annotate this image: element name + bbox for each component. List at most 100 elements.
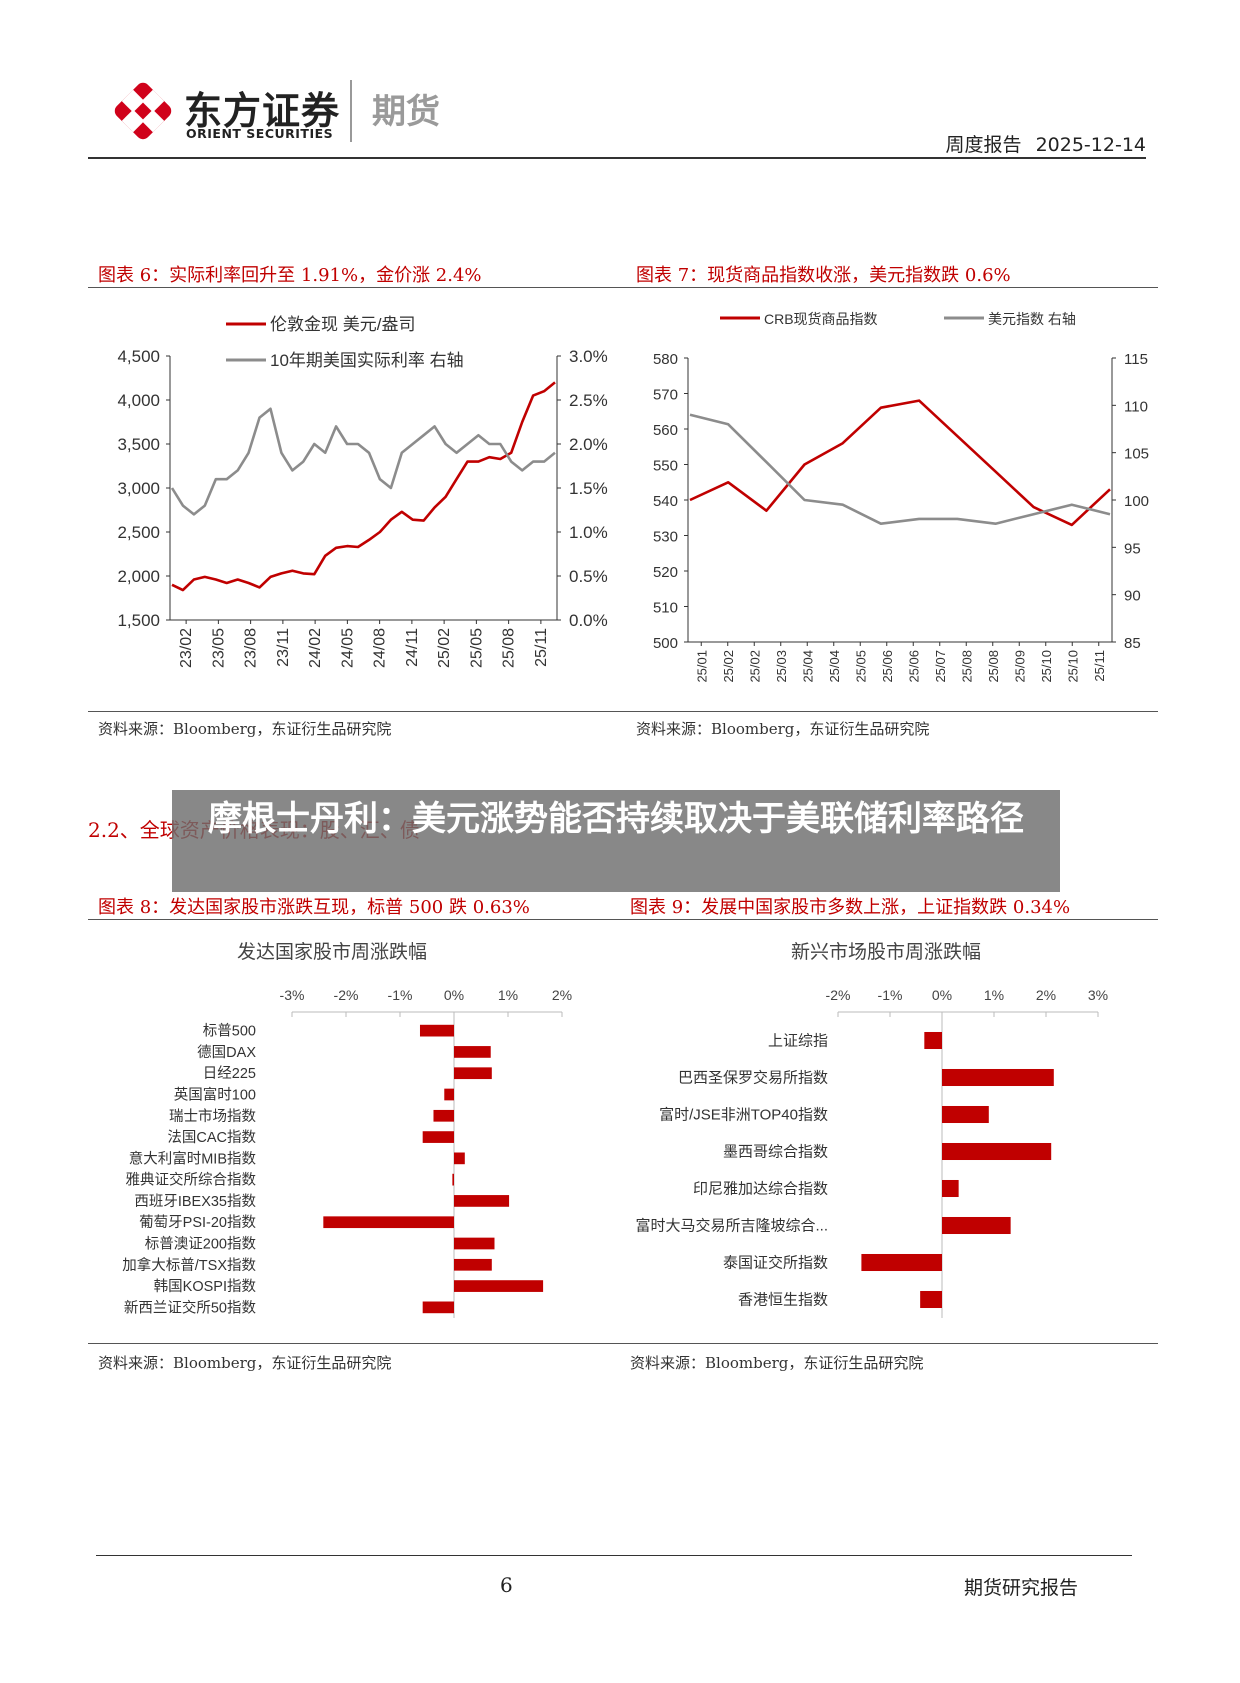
x-tick-label: 24/02 — [307, 628, 324, 668]
x-tick-label: 24/08 — [372, 628, 389, 668]
legend-label-2: 10年期美国实际利率 右轴 — [270, 351, 464, 370]
left-tick-label: 570 — [653, 387, 678, 404]
x-tick-label: -3% — [280, 987, 305, 1003]
left-tick-label: 2,000 — [117, 567, 160, 586]
fig6-title: 图表 6：实际利率回升至 1.91%，金价涨 2.4% — [98, 265, 482, 286]
series-line-2 — [170, 407, 556, 516]
x-tick-label: 25/08 — [501, 628, 518, 668]
category-label: 巴西圣保罗交易所指数 — [678, 1069, 828, 1087]
category-label: 德国DAX — [197, 1044, 256, 1061]
x-tick-label: 24/11 — [404, 628, 421, 667]
right-tick-label: 2.0% — [569, 435, 608, 454]
x-tick-label: 1% — [498, 987, 518, 1003]
fig6-chart: 4,500 4,000 3,500 3,000 2,500 2,000 1,500 3.0% 2… — [117, 315, 608, 668]
fig8-title: 图表 8：发达国家股市涨跌互现，标普 500 跌 0.63% — [98, 897, 530, 918]
bar — [942, 1142, 1052, 1161]
left-tick-label: 4,000 — [117, 391, 160, 410]
category-label: 西班牙IBEX35指数 — [134, 1193, 256, 1210]
fig6-source: 资料来源：Bloomberg，东证衍生品研究院 — [98, 720, 392, 738]
category-label: 富时大马交易所吉隆坡综合... — [635, 1217, 828, 1235]
bar — [422, 1131, 454, 1143]
bar — [444, 1088, 454, 1101]
bar — [454, 1237, 495, 1250]
bar — [861, 1253, 942, 1272]
category-label: 新西兰证交所50指数 — [124, 1298, 257, 1316]
x-tick-label: -1% — [388, 987, 413, 1003]
right-tick-label: 85 — [1124, 635, 1141, 652]
right-tick-label: 90 — [1124, 588, 1141, 605]
x-tick-label: 25/03 — [774, 650, 789, 683]
fig9-title: 图表 9：发展中国家股市多数上涨，上证指数跌 0.34% — [630, 897, 1071, 918]
category-label: 香港恒生指数 — [738, 1292, 828, 1309]
right-tick-label: 0.0% — [569, 611, 608, 630]
company-name-cn: 东方证券 — [184, 89, 341, 133]
legend-label-2: 美元指数 右轴 — [988, 311, 1076, 327]
right-tick-label: 1.5% — [569, 479, 608, 498]
category-label: 日经225 — [203, 1065, 256, 1082]
bar — [323, 1216, 454, 1229]
report-type-date: 周度报告 2025-12-14 — [946, 130, 1146, 157]
bar — [942, 1105, 989, 1124]
orient-logo-icon — [114, 82, 172, 140]
footer-rule — [96, 1555, 1132, 1556]
bar — [454, 1280, 544, 1292]
category-label: 韩国KOSPI指数 — [154, 1278, 257, 1295]
right-tick-label: 100 — [1124, 493, 1149, 510]
fig9-chart: 新兴市场股市周涨跌幅 -2% -1% 0% 1% 2% 3% 上证综指巴西圣保罗交易所指数富时… — [635, 941, 1108, 1318]
left-tick-label: 3,000 — [117, 479, 160, 498]
bar — [454, 1258, 492, 1271]
bar — [452, 1173, 454, 1186]
category-label: 意大利富时MIB指数 — [129, 1149, 257, 1167]
fig7-source: 资料来源：Bloomberg，东证衍生品研究院 — [636, 720, 930, 738]
chart-title: 新兴市场股市周涨跌幅 — [791, 941, 981, 963]
x-tick-label: 25/02 — [747, 650, 762, 683]
left-tick-label: 540 — [653, 493, 678, 510]
x-tick-label: -2% — [334, 987, 359, 1003]
x-tick-label: 25/10 — [1065, 650, 1080, 683]
fig7-title: 图表 7：现货商品指数收涨，美元指数跌 0.6% — [636, 265, 1011, 286]
x-tick-label: 24/05 — [339, 628, 356, 668]
left-tick-label: 510 — [653, 600, 678, 617]
x-tick-label: 25/11 — [533, 628, 550, 667]
news-title-banner: 摩根士丹利：美元涨势能否持续取决于美联储利率路径 — [172, 790, 1060, 892]
bar — [924, 1031, 942, 1050]
x-tick-label: 25/04 — [827, 650, 842, 683]
left-tick-label: 500 — [653, 635, 678, 652]
bar — [433, 1109, 454, 1122]
left-tick-label: 2,500 — [117, 523, 160, 542]
x-tick-label: 25/05 — [468, 628, 485, 668]
header-rule — [88, 157, 1146, 159]
category-label: 标普澳证200指数 — [145, 1236, 257, 1253]
category-label: 印尼雅加达综合指数 — [693, 1181, 828, 1198]
x-tick-label: 1% — [984, 987, 1004, 1003]
bar — [419, 1024, 454, 1037]
right-tick-label: 95 — [1124, 540, 1141, 557]
fig8-source: 资料来源：Bloomberg，东证衍生品研究院 — [98, 1354, 392, 1372]
bar — [454, 1046, 491, 1058]
x-tick-label: 2% — [1036, 987, 1056, 1003]
x-tick-label: 23/11 — [275, 628, 292, 667]
category-label: 泰国证交所指数 — [723, 1254, 828, 1272]
left-tick-label: 560 — [653, 422, 678, 439]
logo-divider — [350, 80, 352, 142]
x-tick-label: 25/04 — [800, 650, 815, 683]
left-tick-label: 4,500 — [117, 347, 160, 366]
category-label: 雅典证交所综合指数 — [126, 1171, 257, 1189]
x-tick-label: 25/02 — [721, 650, 736, 683]
bar — [454, 1152, 465, 1165]
fig67-bottom-rule — [88, 711, 1158, 712]
bar — [920, 1290, 942, 1309]
category-label: 加拿大标普/TSX指数 — [122, 1256, 256, 1274]
x-tick-label: 23/05 — [210, 628, 227, 668]
category-label: 墨西哥综合指数 — [723, 1144, 828, 1161]
x-tick-label: 25/06 — [906, 650, 921, 683]
bar — [942, 1216, 1011, 1235]
x-tick-label: 25/11 — [1092, 650, 1107, 682]
x-tick-label: 0% — [932, 987, 952, 1003]
x-tick-label: 23/02 — [178, 628, 195, 668]
right-tick-label: 1.0% — [569, 523, 608, 542]
x-tick-label: 25/02 — [436, 628, 453, 668]
footer-label: 期货研究报告 — [964, 1577, 1079, 1599]
company-name-en: ORIENT SECURITIES — [186, 126, 334, 141]
right-tick-label: 0.5% — [569, 567, 608, 586]
